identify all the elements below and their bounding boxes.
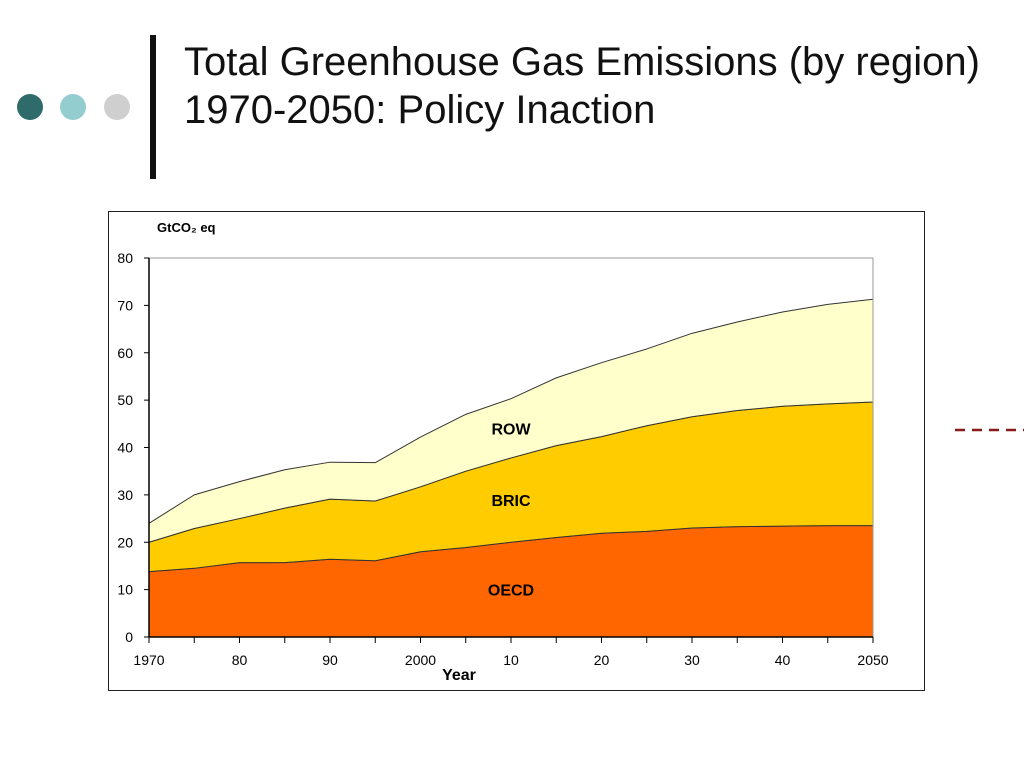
y-tick-label: 0 <box>125 629 133 645</box>
series-label-row: ROW <box>491 421 531 438</box>
plot-frame <box>149 257 874 637</box>
x-tick-label: 80 <box>232 652 248 668</box>
axes: 0 10 20 30 40 50 60 70 80 1970 80 90 2000 10 20 30 40 205… <box>117 250 888 668</box>
series-label-bric: BRIC <box>491 493 531 510</box>
unit-label: GtCO₂ eq <box>157 220 216 235</box>
decor-dot-dark <box>17 94 43 120</box>
x-tick-label: 10 <box>503 652 519 668</box>
x-tick-label: 20 <box>594 652 610 668</box>
decor-dot-grey <box>104 94 130 120</box>
y-tick-label: 10 <box>117 582 133 598</box>
x-tick-label: 90 <box>322 652 338 668</box>
x-tick-label: 2050 <box>857 652 888 668</box>
x-tick-label: 1970 <box>133 652 164 668</box>
y-tick-label: 60 <box>117 345 133 361</box>
chart-frame: OECD BRIC ROW 0 10 20 30 40 50 60 70 80 1970 80 90 200… <box>108 211 925 691</box>
series-label-oecd: OECD <box>488 583 534 600</box>
slide-title: Total Greenhouse Gas Emissions (by regio… <box>184 40 980 132</box>
title-divider <box>150 35 156 179</box>
x-tick-label: 40 <box>775 652 791 668</box>
y-tick-label: 70 <box>117 297 133 313</box>
x-tick-label: 2000 <box>405 652 436 668</box>
y-tick-label: 20 <box>117 534 133 550</box>
y-tick-label: 40 <box>117 440 133 456</box>
y-tick-label: 50 <box>117 392 133 408</box>
decor-dashed-line <box>955 428 1024 432</box>
y-tick-label: 80 <box>117 250 133 266</box>
emissions-area-chart: OECD BRIC ROW 0 10 20 30 40 50 60 70 80 1970 80 90 200… <box>117 220 888 684</box>
y-tick-label: 30 <box>117 487 133 503</box>
x-tick-label: 30 <box>684 652 700 668</box>
x-axis-title: Year <box>442 667 476 684</box>
decor-dot-teal <box>60 94 86 120</box>
area-layers: OECD BRIC ROW <box>148 298 874 638</box>
